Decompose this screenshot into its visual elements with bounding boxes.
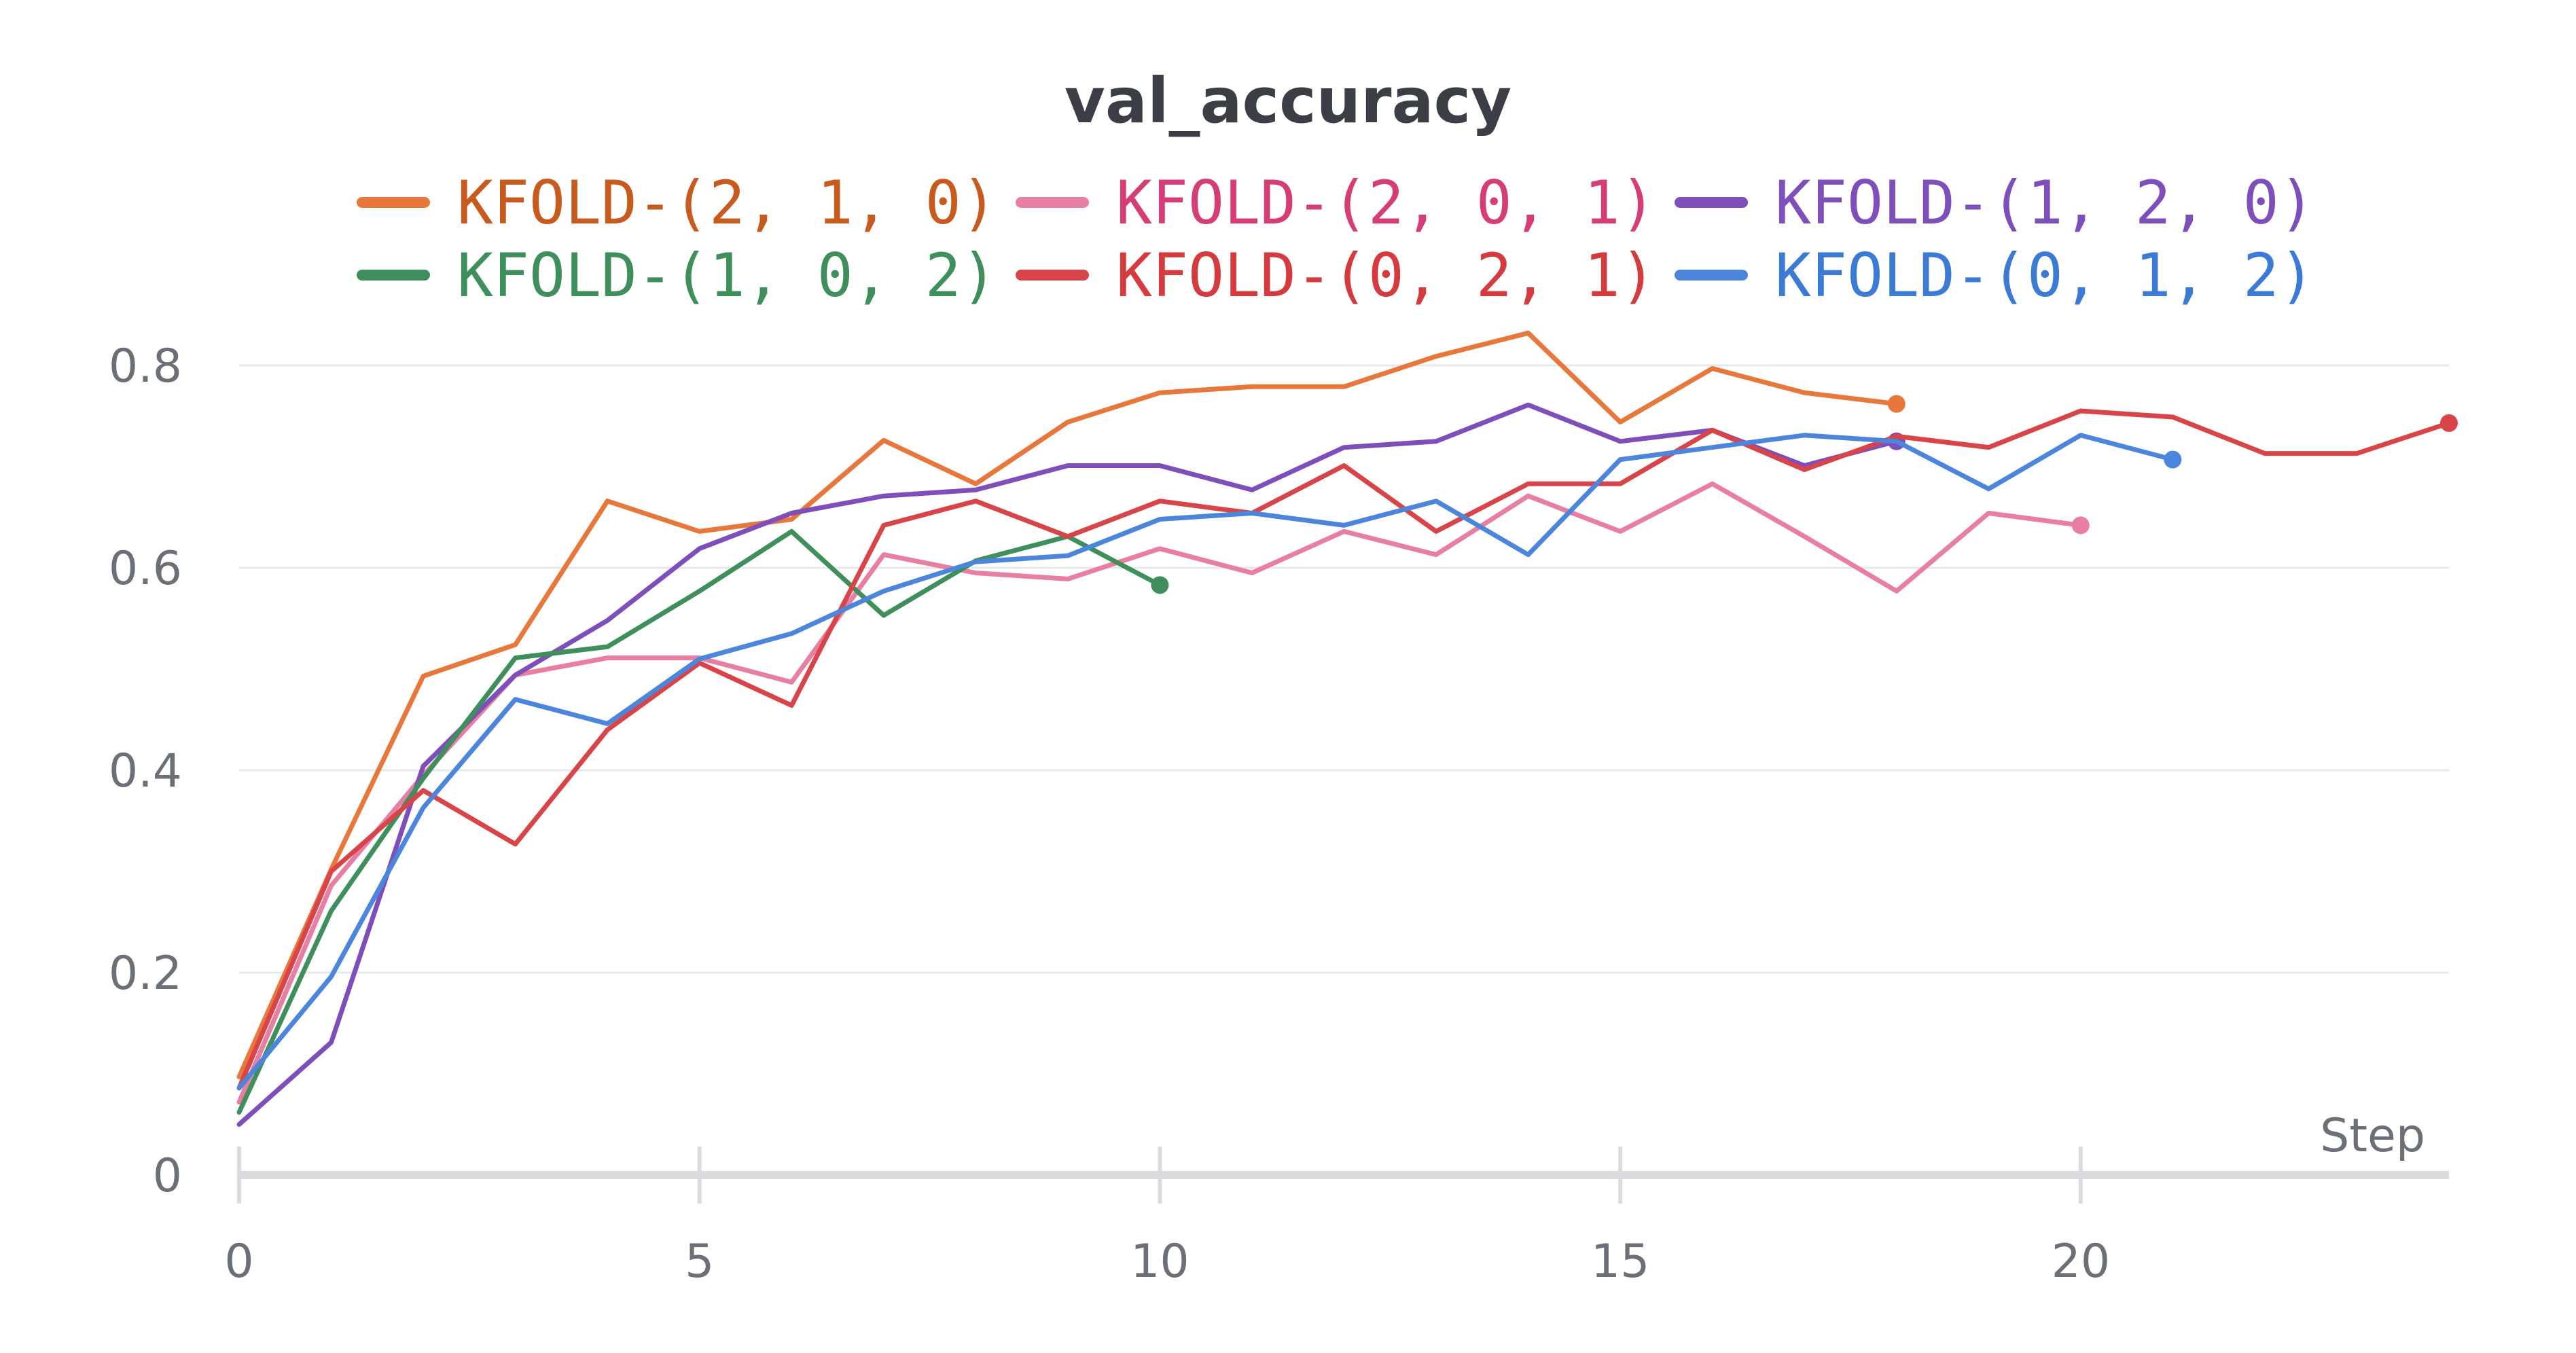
tick-labels: Step 0 5 10 15 20 0 0.2 0.4 0.6 0.8 [109,340,2425,1288]
x-tick-label: 20 [2052,1235,2111,1288]
series-line-4 [236,408,2452,1091]
series-end-point-0 [1887,395,1906,413]
x-tick-label: 5 [685,1235,714,1288]
series-end-point-3 [1151,576,1169,594]
series-line-3 [236,528,1162,1115]
x-tick-label: 10 [1130,1235,1189,1288]
y-tick-label: 0.4 [109,744,182,798]
y-tick-label: 0.6 [109,542,182,596]
series-line-2 [236,402,1899,1127]
y-tick-label: 0.8 [109,340,182,393]
y-tick-label: 0.2 [109,947,182,1000]
x-tick-label: 0 [224,1235,253,1288]
x-tick-label: 15 [1591,1235,1650,1288]
gridlines [239,364,2449,974]
series-end-point-1 [2071,516,2090,535]
axes [237,1147,2449,1204]
series-end-point-4 [2440,414,2458,432]
y-tick-label: 0 [153,1149,182,1203]
x-axis-label: Step [2320,1109,2425,1163]
series-end-point-5 [2164,450,2182,469]
series-line-5 [236,433,2175,1091]
series-line-0 [236,330,1899,1079]
chart-title: val_accuracy [1064,65,1512,137]
series-lines [236,330,2458,1127]
series-line-1 [236,481,2083,1105]
